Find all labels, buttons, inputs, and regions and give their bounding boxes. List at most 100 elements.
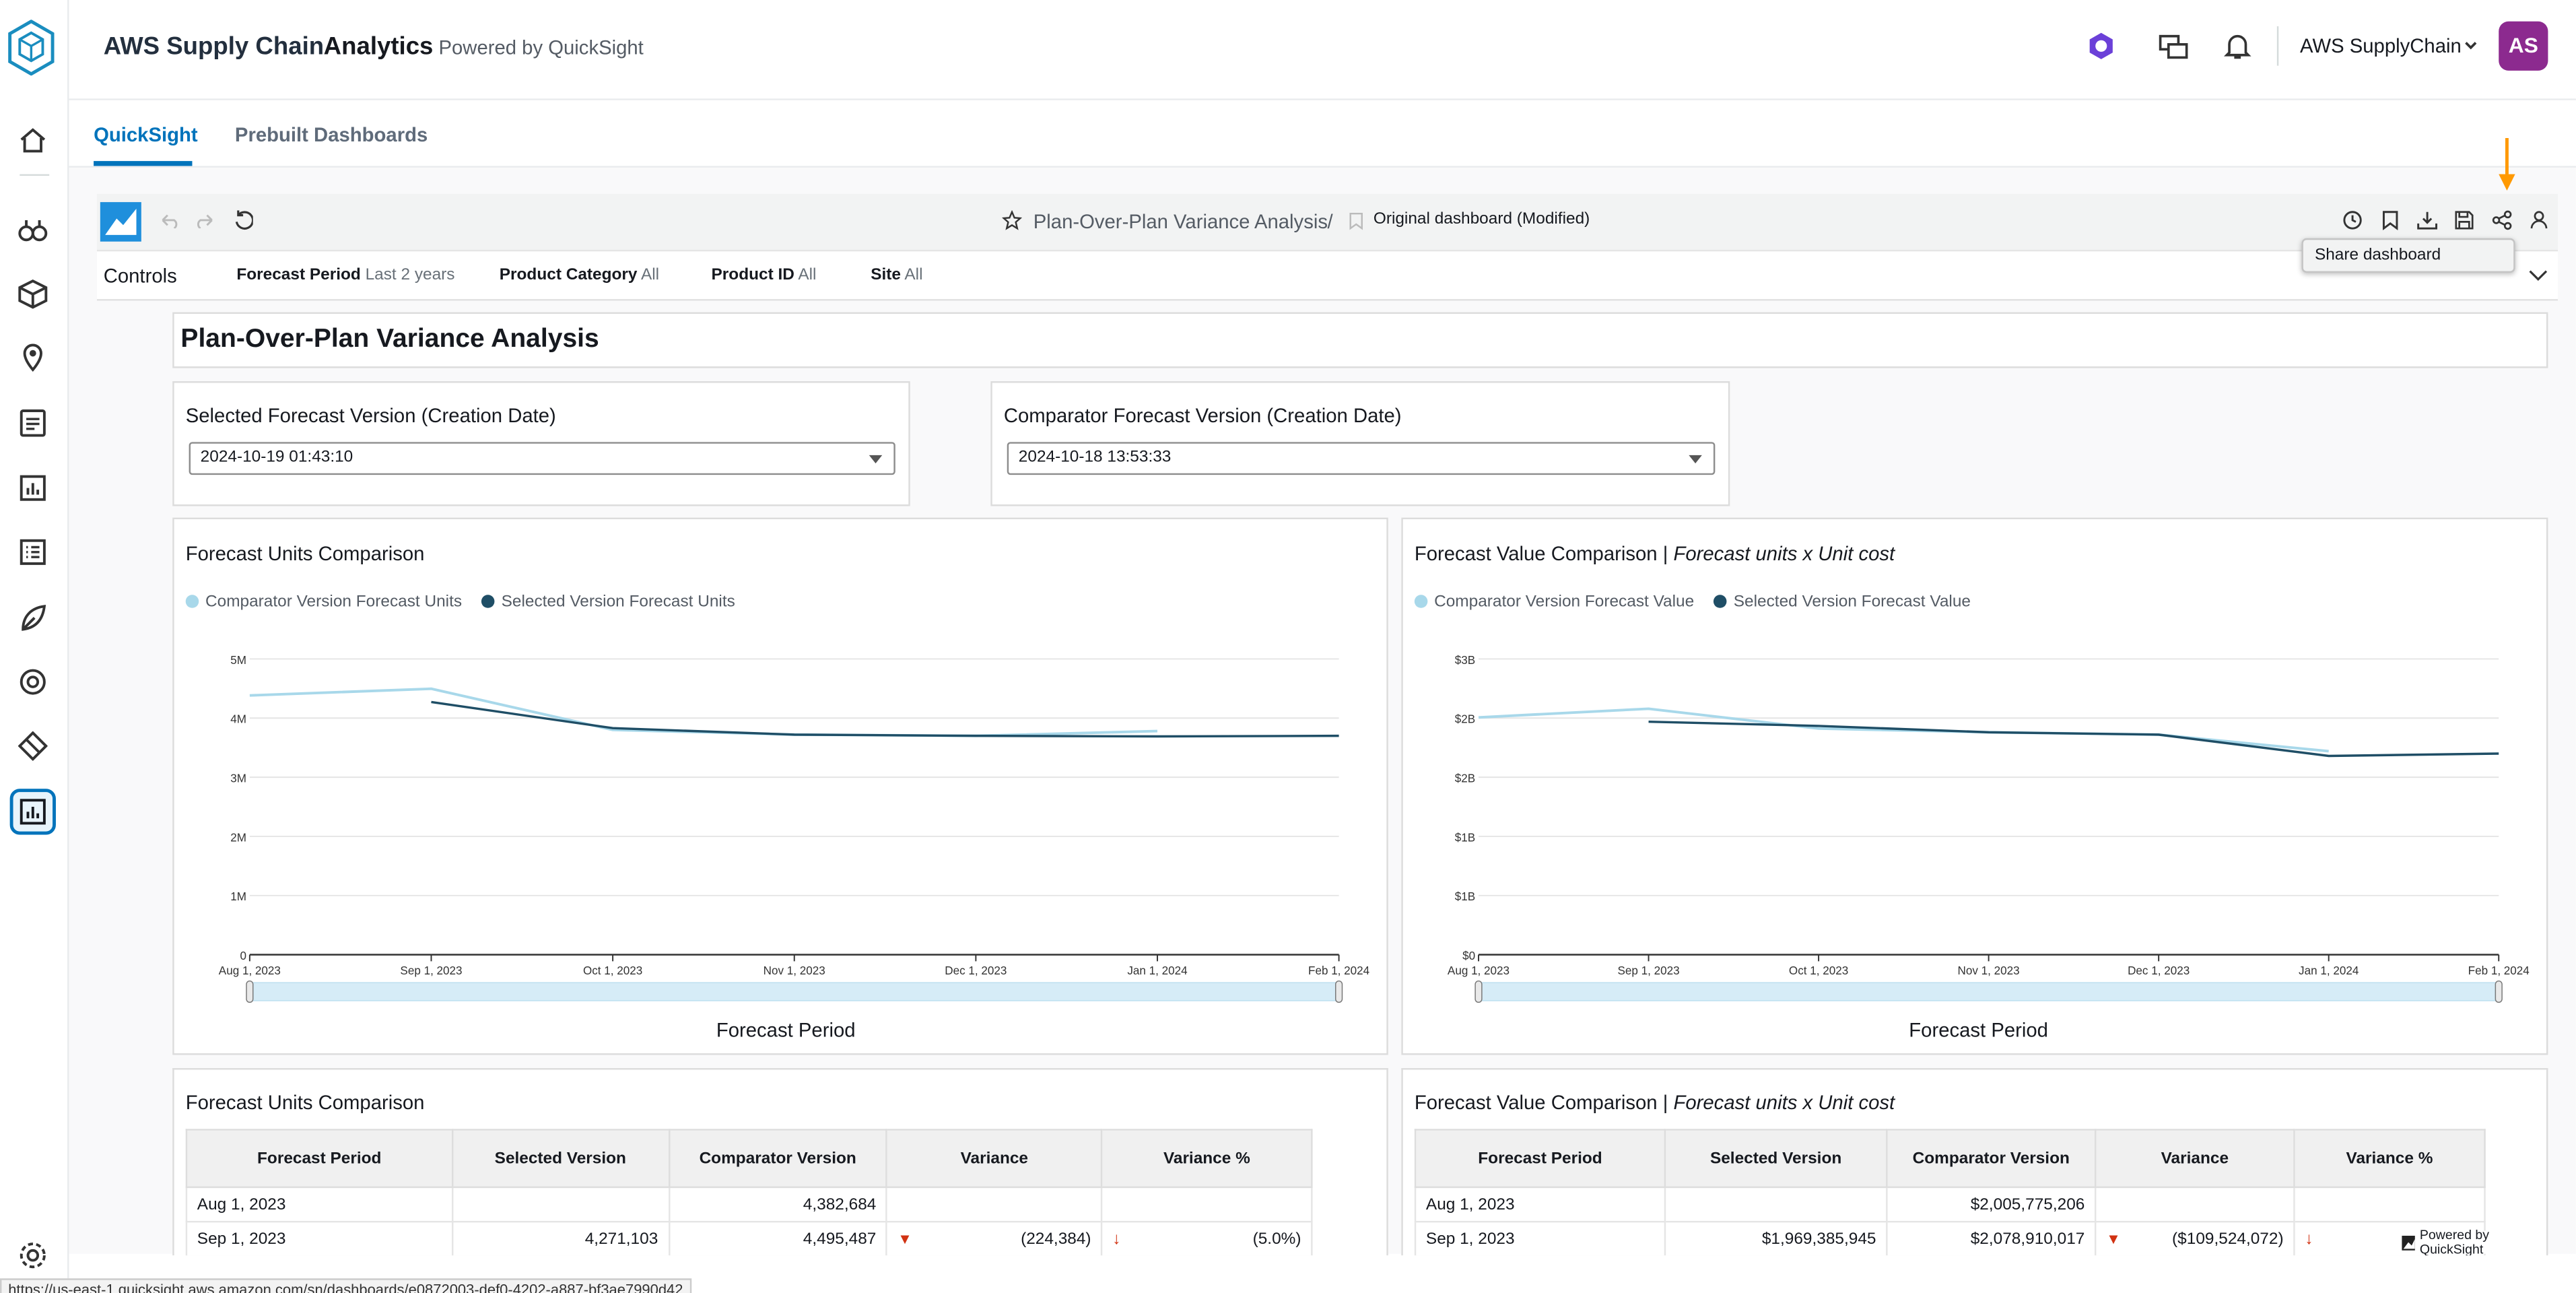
column-header[interactable]: Variance % (2293, 1129, 2486, 1189)
range-slider-handle[interactable] (1334, 980, 1343, 1003)
settings-icon[interactable] (18, 1240, 48, 1270)
favorite-star-icon[interactable] (1002, 210, 1022, 230)
bookmark-icon (1349, 212, 1363, 230)
column-header[interactable]: Variance % (1101, 1129, 1313, 1189)
bookmarks-icon[interactable] (2382, 210, 2398, 230)
table-row[interactable]: Sep 1, 2023 4,271,103 4,495,487 ▼ (224,384) ↓… (185, 1220, 1313, 1256)
legend-item-comparator[interactable]: Comparator Version Forecast Value (1414, 593, 1694, 611)
redo-icon[interactable] (195, 212, 215, 229)
avatar[interactable]: AS (2499, 21, 2548, 71)
reset-icon[interactable] (233, 210, 253, 230)
range-slider[interactable] (249, 982, 1340, 1001)
x-tick-label: Jan 1, 2024 (1127, 964, 1187, 977)
series-line-selected[interactable] (1648, 720, 2499, 758)
user-icon[interactable] (2530, 210, 2548, 230)
value-chart-xlabel: Forecast Period (1909, 1018, 2048, 1042)
tab-prebuilt-dashboards[interactable]: Prebuilt Dashboards (234, 123, 428, 147)
orders-icon[interactable] (18, 407, 48, 437)
legend-item-selected[interactable]: Selected Version Forecast Value (1714, 593, 1971, 611)
controls-label[interactable]: Controls (103, 264, 177, 288)
x-tick-label: Oct 1, 2023 (1789, 964, 1848, 977)
legend-item-selected[interactable]: Selected Version Forecast Units (481, 593, 735, 611)
legend-swatch (185, 595, 199, 608)
caret-down-icon (869, 455, 883, 464)
column-header[interactable]: Selected Version (451, 1129, 670, 1189)
share-icon[interactable] (2492, 210, 2512, 230)
chevron-down-icon[interactable] (2528, 269, 2548, 283)
comparator-version-label: Comparator Forecast Version (Creation Da… (1003, 404, 1402, 428)
assistant-icon[interactable] (2087, 31, 2116, 61)
selected-version-label: Selected Forecast Version (Creation Date… (185, 404, 556, 428)
insights-icon[interactable] (18, 217, 48, 243)
value-line-chart[interactable]: $0 $1B $1B $2B $2B $3B Aug 1, 2023 Sep 1, 2023 O… (1403, 642, 2546, 1045)
legend-item-comparator[interactable]: Comparator Version Forecast Units (185, 593, 462, 611)
messages-icon[interactable] (2159, 33, 2188, 63)
column-header[interactable]: Forecast Period (1414, 1129, 1666, 1189)
tab-quicksight[interactable]: QuickSight (94, 123, 198, 147)
range-slider-handle[interactable] (2495, 980, 2503, 1003)
table-row[interactable]: Aug 1, 2023 $2,005,775,206 (1414, 1186, 2486, 1223)
pointer-arrow-icon (2497, 137, 2517, 194)
series-line-comparator[interactable] (249, 687, 1158, 737)
sheet-title-panel: Plan-Over-Plan Variance Analysis (172, 312, 2548, 368)
analytics-icon[interactable] (9, 789, 56, 835)
table-row[interactable]: Aug 1, 2023 4,382,684 (185, 1186, 1313, 1223)
series-line-selected[interactable] (431, 700, 1339, 738)
range-slider[interactable] (1478, 982, 2499, 1001)
table-row[interactable]: Sep 1, 2023 $1,969,385,945 $2,078,910,017 ▼… (1414, 1220, 2486, 1256)
legend-swatch (1714, 595, 1728, 608)
range-slider-handle[interactable] (1475, 980, 1483, 1003)
network-icon[interactable] (18, 731, 48, 761)
powered-by: Powered by QuickSight (438, 36, 644, 59)
undo-icon[interactable] (160, 212, 179, 229)
target-icon[interactable] (18, 667, 48, 697)
download-icon[interactable] (2416, 210, 2438, 230)
column-header[interactable]: Variance (2094, 1129, 2295, 1189)
list-icon[interactable] (18, 537, 48, 567)
y-tick-label: 4M (230, 713, 246, 726)
column-header[interactable]: Forecast Period (185, 1129, 453, 1189)
control-product-id[interactable]: Product ID All (711, 266, 817, 285)
comparator-version-dropdown[interactable]: 2024-10-18 13:53:33 (1007, 442, 1716, 475)
leaf-icon[interactable] (18, 603, 48, 632)
x-tick-label: Feb 1, 2024 (1308, 964, 1369, 977)
table-cell: 4,382,684 (667, 1186, 888, 1223)
units-line-chart[interactable]: 0 1M 2M 3M 4M 5M Aug 1, 2023 Sep 1, 2023 Oct 1, … (174, 642, 1387, 1045)
x-tick-label: Feb 1, 2024 (2468, 964, 2530, 977)
control-forecast-period[interactable]: Forecast Period Last 2 years (236, 266, 455, 285)
reports-icon[interactable] (18, 473, 48, 503)
table-cell: 4,271,103 (451, 1220, 670, 1256)
column-header[interactable]: Selected Version (1664, 1129, 1888, 1189)
schedule-icon[interactable] (2342, 210, 2362, 230)
account-menu[interactable]: AWS SupplyChain (2300, 34, 2462, 58)
controls-bar: Controls Forecast Period Last 2 years Pr… (96, 251, 2558, 301)
location-icon[interactable] (18, 343, 48, 373)
top-bar: AWS Supply Chain Analytics Powered by Qu… (69, 0, 2576, 100)
column-header[interactable]: Comparator Version (1886, 1129, 2097, 1189)
control-product-category[interactable]: Product Category All (499, 266, 660, 285)
chevron-down-icon[interactable] (2464, 41, 2478, 51)
value-table-title: Forecast Value Comparison | Forecast uni… (1414, 1091, 1895, 1115)
y-tick-label: $0 (1462, 950, 1475, 962)
powered-by-quicksight-badge[interactable]: Powered by QuickSight (2395, 1228, 2546, 1255)
table-header-row: Forecast Period Selected Version Comparato… (185, 1129, 1313, 1189)
selected-version-dropdown[interactable]: 2024-10-19 01:43:10 (189, 442, 895, 475)
column-header[interactable]: Comparator Version (667, 1129, 888, 1189)
home-icon[interactable] (18, 127, 48, 153)
y-tick-label: 3M (230, 772, 246, 785)
range-slider-handle[interactable] (246, 980, 254, 1003)
control-site[interactable]: Site All (871, 266, 923, 285)
y-tick-label: $3B (1455, 654, 1475, 667)
triangle-down-icon: ▼ (897, 1230, 912, 1247)
save-icon[interactable] (2454, 210, 2474, 230)
table-cell (451, 1186, 670, 1223)
tab-bar: QuickSight Prebuilt Dashboards (69, 100, 2576, 168)
dashboard-state[interactable]: Original dashboard (Modified) (1373, 210, 1590, 229)
x-tick-label: Dec 1, 2023 (2128, 964, 2190, 977)
inventory-icon[interactable] (18, 279, 48, 309)
aws-supply-chain-logo[interactable] (7, 20, 56, 76)
notifications-icon[interactable] (2223, 31, 2252, 61)
y-tick-label: $1B (1455, 831, 1475, 844)
dashboard-breadcrumb[interactable]: Plan-Over-Plan Variance Analysis (1033, 210, 1328, 234)
column-header[interactable]: Variance (886, 1129, 1103, 1189)
